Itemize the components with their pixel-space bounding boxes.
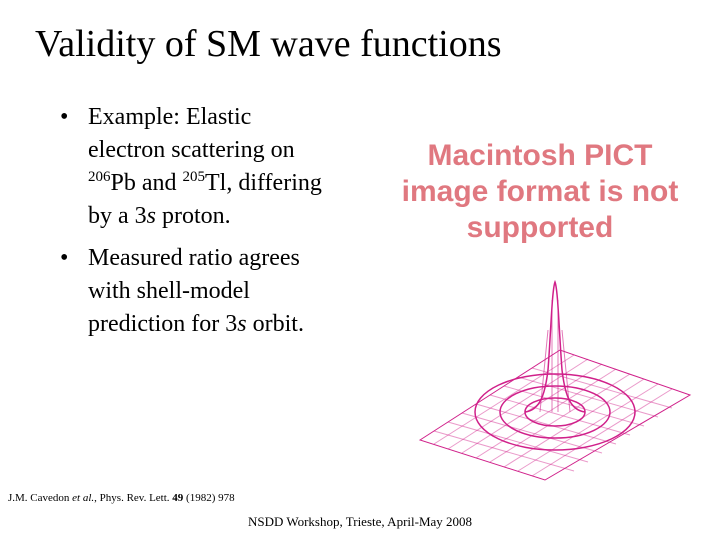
text: with shell-model xyxy=(88,278,250,304)
image-placeholder: Macintosh PICT image format is not suppo… xyxy=(401,139,679,244)
bullet-dot: • xyxy=(60,104,69,130)
mass-number: 205 xyxy=(182,169,206,185)
text: J.M. Cavedon xyxy=(8,492,73,504)
plot-peak-mesh xyxy=(539,300,571,413)
plot-mesh xyxy=(433,354,673,477)
text: orbit. xyxy=(246,311,304,337)
text: Tl, differing xyxy=(205,170,322,196)
citation: J.M. Cavedon et al., Phys. Rev. Lett. 49… xyxy=(8,492,235,504)
text: (1982) 978 xyxy=(183,492,235,504)
text: , Phys. Rev. Lett. xyxy=(94,492,173,504)
text: s xyxy=(146,203,156,229)
bullet-line: Measured ratio agrees xyxy=(88,245,300,272)
bullet-line: 206Pb and 205Tl, differing xyxy=(88,170,322,197)
text: Example: Elastic xyxy=(88,104,252,130)
text: by a 3 xyxy=(88,203,147,229)
text: electron scattering on xyxy=(88,137,295,163)
text: prediction for 3 xyxy=(88,311,238,337)
plot-rings xyxy=(474,373,636,451)
text: proton. xyxy=(156,203,231,229)
footer: NSDD Workshop, Trieste, April-May 2008 xyxy=(247,514,473,529)
bullet-line: by a 3s proton. xyxy=(88,203,231,230)
bullet-line: electron scattering on xyxy=(88,137,295,164)
text: Measured ratio agrees xyxy=(88,245,300,271)
text: s xyxy=(237,311,247,337)
bullet-line: with shell-model xyxy=(88,278,250,305)
text: et al. xyxy=(72,492,95,504)
bullet-dot: • xyxy=(60,245,69,271)
bullet-line: Example: Elastic xyxy=(88,104,251,131)
text: 49 xyxy=(172,492,184,504)
slide-title: Validity of SM wave functions xyxy=(35,23,502,65)
bullet-line: prediction for 3s orbit. xyxy=(88,311,304,338)
text: Pb and xyxy=(110,170,183,196)
plot-peak xyxy=(524,279,586,413)
mass-number: 206 xyxy=(88,169,111,185)
